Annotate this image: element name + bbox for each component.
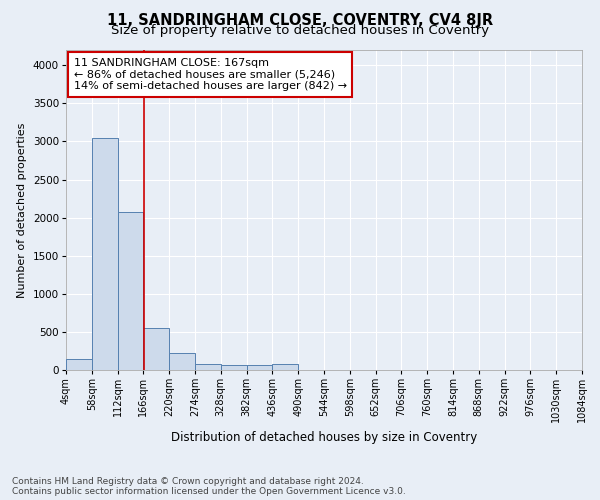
Bar [143,328,169,370]
Bar [272,364,298,370]
Text: 11, SANDRINGHAM CLOSE, COVENTRY, CV4 8JR: 11, SANDRINGHAM CLOSE, COVENTRY, CV4 8JR [107,12,493,28]
Bar [92,138,118,370]
Bar [221,366,247,370]
Bar [169,353,195,370]
Text: Contains HM Land Registry data © Crown copyright and database right 2024.
Contai: Contains HM Land Registry data © Crown c… [12,476,406,496]
Bar [118,212,143,370]
Bar [66,358,92,370]
Bar [247,366,272,370]
Bar [195,364,221,370]
X-axis label: Distribution of detached houses by size in Coventry: Distribution of detached houses by size … [171,430,477,444]
Y-axis label: Number of detached properties: Number of detached properties [17,122,27,298]
Text: 11 SANDRINGHAM CLOSE: 167sqm
← 86% of detached houses are smaller (5,246)
14% of: 11 SANDRINGHAM CLOSE: 167sqm ← 86% of de… [74,58,347,91]
Text: Size of property relative to detached houses in Coventry: Size of property relative to detached ho… [111,24,489,37]
